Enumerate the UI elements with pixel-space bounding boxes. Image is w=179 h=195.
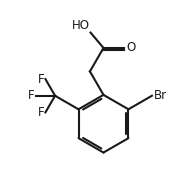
Text: Br: Br — [154, 89, 167, 102]
Text: HO: HO — [72, 19, 90, 32]
Text: F: F — [38, 106, 45, 119]
Text: F: F — [28, 89, 35, 102]
Text: O: O — [127, 42, 136, 54]
Text: F: F — [38, 73, 45, 86]
